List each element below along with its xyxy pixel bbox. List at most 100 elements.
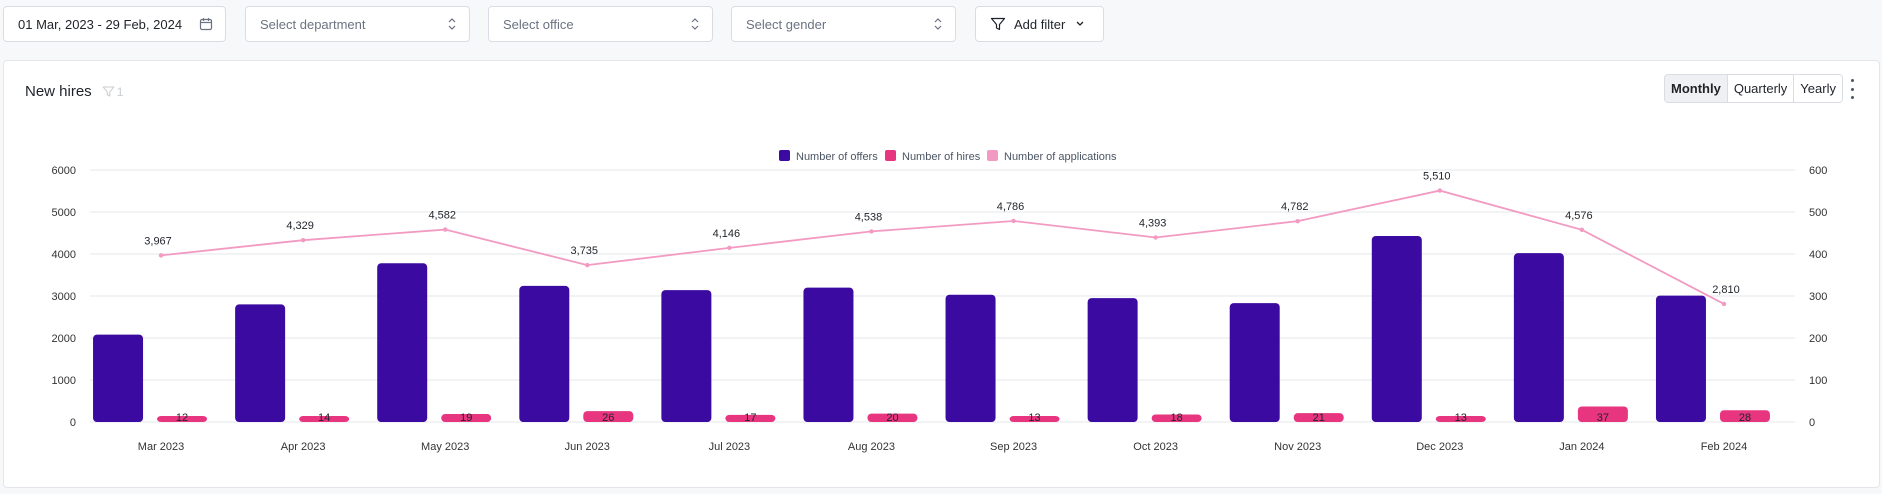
card-title: New hires: [25, 83, 92, 100]
x-axis-tick-label: Feb 2024: [1701, 441, 1747, 453]
offers-bar: [1229, 303, 1280, 422]
period-yearly-button[interactable]: Yearly: [1793, 75, 1842, 102]
applications-point: [1437, 188, 1442, 193]
right-axis-tick-label: 100: [1809, 375, 1827, 387]
hires-bar: [157, 416, 208, 422]
offers-bar: [1371, 235, 1422, 422]
hires-bar: [583, 411, 634, 422]
hires-bar: [867, 413, 918, 422]
x-axis-tick-label: Apr 2023: [281, 441, 326, 453]
offers-bar: [945, 294, 996, 422]
department-select[interactable]: Select department: [245, 6, 470, 42]
add-filter-label: Add filter: [1014, 16, 1066, 32]
applications-point: [158, 253, 164, 258]
office-select[interactable]: Select office: [488, 6, 713, 42]
legend-swatch: [779, 150, 790, 161]
calendar-icon: [199, 17, 213, 31]
hires-bar: [1577, 406, 1628, 422]
offers-bar: [1513, 253, 1564, 422]
hires-bar: [441, 414, 492, 422]
left-axis-tick-label: 3000: [52, 291, 76, 303]
gender-select-placeholder: Select gender: [746, 16, 827, 32]
x-axis-tick-label: Oct 2023: [1133, 441, 1178, 453]
offers-bar: [661, 290, 712, 422]
gender-select[interactable]: Select gender: [731, 6, 956, 42]
applications-data-label: 4,786: [997, 201, 1025, 213]
hires-bar: [1435, 416, 1486, 422]
applications-point: [585, 262, 590, 268]
chevron-up-down-icon: [447, 17, 457, 31]
applications-data-label: 4,329: [286, 220, 314, 232]
right-axis-tick-label: 0: [1809, 417, 1815, 429]
date-range-picker[interactable]: 01 Mar, 2023 - 29 Feb, 2024: [3, 6, 226, 42]
x-axis-tick-label: Jan 2024: [1559, 441, 1604, 453]
hires-data-label: 12: [176, 412, 188, 424]
left-axis-tick-label: 6000: [52, 165, 76, 177]
left-axis-tick-label: 2000: [52, 333, 76, 345]
applications-point: [1721, 301, 1727, 307]
x-axis-tick-label: Jun 2023: [565, 441, 610, 453]
hires-data-label: 26: [602, 412, 614, 424]
hires-data-label: 20: [886, 412, 898, 424]
applications-point: [300, 237, 306, 243]
filter-bar: 01 Mar, 2023 - 29 Feb, 2024 Select depar…: [0, 0, 1882, 50]
card-title-row: New hires 1: [25, 83, 123, 100]
offers-bar: [1655, 295, 1706, 422]
chevron-down-icon: [1075, 20, 1085, 28]
hires-bar: [725, 414, 776, 422]
x-axis-tick-label: Sep 2023: [990, 441, 1037, 453]
filter-icon: [990, 16, 1006, 32]
x-axis-tick-label: Mar 2023: [138, 441, 184, 453]
offers-bar: [1087, 298, 1138, 422]
left-axis-tick-label: 1000: [52, 375, 76, 387]
offers-bar: [235, 304, 286, 422]
offers-bar: [93, 334, 144, 422]
hires-bar: [1009, 416, 1060, 422]
applications-data-label: 4,538: [855, 211, 883, 223]
hires-bar: [1293, 413, 1344, 422]
applications-data-label: 4,576: [1565, 210, 1593, 222]
chart: 0 0 1000 100 2000 200 3000 300 4000 400 5000 500 600…: [52, 150, 1827, 453]
period-monthly-button[interactable]: Monthly: [1665, 75, 1727, 102]
applications-data-label: 4,146: [713, 228, 741, 240]
hires-data-label: 18: [1171, 412, 1183, 424]
applications-data-label: 4,582: [428, 210, 456, 222]
add-filter-button[interactable]: Add filter: [975, 6, 1104, 42]
x-axis-tick-label: Nov 2023: [1274, 441, 1321, 453]
hires-bar: [1719, 410, 1770, 422]
applications-data-label: 3,967: [144, 235, 172, 247]
hires-data-label: 13: [1455, 412, 1467, 424]
filter-icon: [102, 86, 114, 97]
date-range-value: 01 Mar, 2023 - 29 Feb, 2024: [18, 16, 183, 32]
hires-data-label: 14: [318, 412, 330, 424]
hires-data-label: 17: [744, 412, 756, 424]
chevron-up-down-icon: [933, 17, 943, 31]
x-axis-tick-label: May 2023: [421, 441, 469, 453]
active-filter-indicator[interactable]: 1: [102, 84, 124, 99]
offers-bar: [377, 263, 428, 422]
period-quarterly-button[interactable]: Quarterly: [1726, 75, 1794, 102]
department-select-placeholder: Select department: [260, 16, 366, 32]
right-axis-tick-label: 300: [1809, 291, 1827, 303]
applications-point: [1295, 218, 1300, 224]
more-options-icon[interactable]: [1846, 79, 1858, 99]
applications-data-label: 5,510: [1423, 171, 1451, 183]
right-axis-tick-label: 200: [1809, 333, 1827, 345]
hires-data-label: 19: [460, 412, 472, 424]
left-axis-tick-label: 0: [70, 417, 76, 429]
hires-data-label: 28: [1739, 412, 1751, 424]
office-select-placeholder: Select office: [503, 16, 574, 32]
legend-label: Number of applications: [1004, 151, 1117, 163]
applications-point: [1011, 218, 1016, 224]
applications-data-label: 4,782: [1281, 201, 1309, 213]
left-axis-tick-label: 4000: [52, 249, 76, 261]
left-axis-tick-label: 5000: [52, 207, 76, 219]
right-axis-tick-label: 400: [1809, 249, 1827, 261]
applications-point: [869, 229, 874, 234]
applications-data-label: 2,810: [1712, 284, 1740, 296]
active-filter-count: 1: [116, 84, 124, 99]
hires-bar: [299, 416, 350, 422]
applications-point: [727, 245, 732, 251]
chevron-up-down-icon: [690, 17, 700, 31]
period-toggle: Monthly Quarterly Yearly: [1664, 74, 1843, 103]
